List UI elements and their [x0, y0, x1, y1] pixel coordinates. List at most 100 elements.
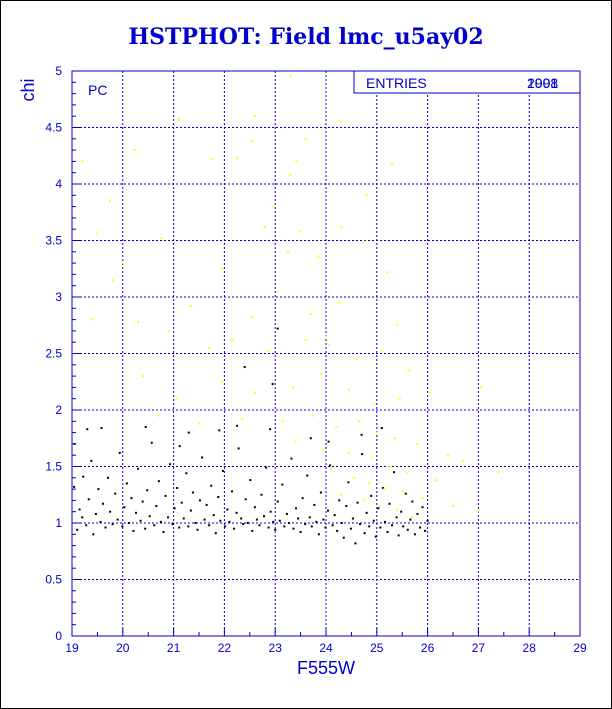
data-point [208, 524, 211, 527]
data-point [153, 524, 156, 527]
data-point [144, 425, 147, 428]
data-point [434, 479, 437, 482]
data-point [354, 542, 357, 545]
data-point [406, 471, 409, 474]
data-point [114, 492, 117, 495]
data-point [355, 358, 358, 361]
data-point [289, 173, 292, 176]
data-point [375, 431, 378, 434]
chart-title: HSTPHOT: Field lmc_u5ay02 [128, 24, 484, 50]
data-point [361, 453, 364, 456]
data-point [178, 445, 181, 448]
x-tick-label: 19 [65, 641, 79, 655]
data-point [100, 427, 103, 430]
data-point [111, 523, 114, 526]
data-point [309, 437, 312, 440]
data-point [236, 157, 239, 160]
data-point [269, 428, 272, 431]
data-point [205, 503, 208, 506]
data-point [137, 467, 140, 470]
data-point [304, 137, 307, 140]
x-tick-label: 29 [573, 641, 587, 655]
data-point [266, 350, 269, 353]
data-point [336, 529, 339, 532]
data-point [404, 492, 407, 495]
data-point [109, 199, 112, 202]
data-point [379, 526, 382, 529]
data-point [91, 318, 94, 321]
data-point [374, 535, 377, 538]
data-point [177, 118, 180, 121]
data-point [426, 519, 429, 522]
data-point [253, 115, 256, 118]
data-point [317, 533, 320, 536]
data-point [396, 508, 399, 511]
series-flagged-points [81, 74, 500, 519]
data-point [148, 515, 151, 518]
data-point [194, 522, 197, 524]
data-point [477, 510, 480, 513]
data-point [249, 479, 252, 482]
data-point [139, 519, 142, 522]
x-axis-label: F555W [297, 658, 355, 678]
data-point [159, 237, 162, 240]
data-point [123, 506, 126, 509]
data-point [243, 366, 246, 369]
data-point [299, 531, 302, 534]
data-point [271, 205, 274, 208]
data-point [351, 517, 354, 520]
data-point [383, 520, 386, 523]
data-point [135, 511, 138, 514]
data-point [330, 467, 333, 470]
data-point [111, 279, 114, 282]
data-point [338, 499, 341, 502]
data-point [304, 523, 307, 526]
data-point [199, 499, 202, 502]
data-point [312, 414, 315, 417]
data-point [356, 501, 359, 504]
data-point [92, 533, 95, 536]
data-point [363, 499, 366, 502]
data-point [142, 375, 145, 378]
data-point [73, 485, 76, 488]
data-point [221, 470, 224, 473]
data-point [223, 525, 226, 528]
data-point [97, 488, 100, 491]
data-point [121, 262, 124, 265]
data-point [265, 466, 268, 469]
data-point [283, 525, 286, 528]
axis-ticks [71, 70, 581, 637]
data-point [242, 523, 245, 526]
data-point [395, 516, 398, 519]
data-point [295, 507, 298, 510]
data-point [333, 514, 336, 517]
y-tick-label: 1 [55, 516, 62, 530]
data-point [327, 343, 330, 346]
data-point [251, 316, 254, 319]
data-point [116, 518, 119, 521]
x-tick-label: 26 [421, 641, 435, 655]
data-point [397, 534, 400, 537]
data-point [203, 518, 206, 521]
data-point [78, 508, 81, 511]
data-point [313, 503, 316, 506]
data-point [345, 505, 348, 508]
data-point [187, 525, 190, 528]
stats-box-label: ENTRIES [366, 75, 427, 91]
data-point [251, 529, 254, 532]
data-point [246, 522, 249, 524]
data-point [220, 380, 223, 383]
data-point [258, 524, 261, 527]
data-point [340, 493, 343, 496]
data-point [276, 327, 279, 330]
data-point [306, 474, 309, 477]
data-point [198, 422, 200, 425]
data-point [182, 517, 185, 520]
data-point [287, 522, 290, 524]
data-point [220, 267, 223, 270]
data-point [408, 369, 411, 372]
data-point [187, 431, 190, 434]
panel-label: PC [88, 82, 107, 98]
data-point [381, 486, 384, 489]
data-point [411, 500, 414, 503]
